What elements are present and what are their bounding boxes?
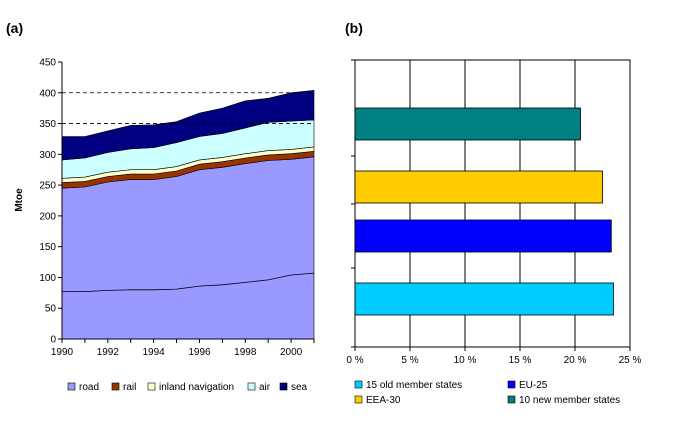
y-tick-label: 400: [39, 88, 56, 99]
legend-label-rail: rail: [123, 382, 136, 393]
legend-swatch-EU-25: [507, 380, 516, 389]
legend-swatch-sea: [279, 382, 288, 391]
legend-swatch-15-old-member-states: [354, 380, 363, 389]
bar-EU-25: [354, 219, 612, 253]
x-tick-label: 0 %: [346, 355, 363, 366]
y-tick-label: 450: [39, 58, 56, 69]
y-tick-label: 300: [39, 150, 56, 161]
y-tick-label: 50: [45, 304, 57, 315]
legend-label-sea: sea: [291, 382, 308, 393]
panel-a-y-axis-label: Mtoe: [14, 188, 25, 212]
bar-EEA-30: [354, 170, 603, 204]
y-tick-label: 250: [39, 181, 56, 192]
panel-b-horizontal-bar-chart: 0 % 5 % 10 % 15 % 20 % 25 % 15 old member stat…: [346, 59, 642, 406]
area-series-sea: [61, 89, 315, 161]
x-tick-label: 5 %: [401, 355, 418, 366]
panel-b-label: (b): [345, 20, 363, 36]
legend-label-10-new-member-states: 10 new member states: [519, 395, 620, 406]
x-tick-label: 20 %: [564, 355, 587, 366]
bar-15-old-member-states: [354, 282, 614, 316]
area-series-road: [61, 156, 315, 340]
y-tick-label: 0: [50, 335, 56, 346]
legend-swatch-air: [247, 382, 256, 391]
panel-a-label: (a): [6, 20, 23, 36]
legend-label-EU-25: EU-25: [519, 380, 548, 391]
legend-label-EEA-30: EEA-30: [366, 395, 401, 406]
legend-label-inland-navigation: inland navigation: [159, 382, 234, 393]
y-tick-label: 350: [39, 119, 56, 130]
legend-swatch-inland-navigation: [147, 382, 156, 391]
legend-swatch-road: [67, 382, 76, 391]
x-tick-label: 25 %: [619, 355, 642, 366]
x-tick-label: 2000: [280, 347, 303, 358]
y-tick-label: 100: [39, 273, 56, 284]
legend-swatch-10-new-member-states: [507, 395, 516, 404]
x-tick-label: 1994: [143, 347, 166, 358]
panel-a-stacked-area-chart: 0 50 100 150 200 250 300 350 400 450 1990 1992 1994 1…: [39, 58, 315, 393]
legend-label-air: air: [259, 382, 271, 393]
x-tick-label: 1998: [234, 347, 257, 358]
legend-swatch-rail: [111, 382, 120, 391]
legend-label-road: road: [79, 382, 99, 393]
y-tick-label: 150: [39, 242, 56, 253]
road-reference-line: [62, 272, 315, 292]
x-tick-label: 1992: [97, 347, 120, 358]
x-tick-label: 1990: [51, 347, 74, 358]
x-tick-label: 10 %: [454, 355, 477, 366]
legend-label-15-old-member-states: 15 old member states: [366, 380, 462, 391]
x-tick-label: 1996: [188, 347, 211, 358]
y-tick-label: 200: [39, 211, 56, 222]
x-tick-label: 15 %: [509, 355, 532, 366]
legend-swatch-EEA-30: [354, 395, 363, 404]
bar-10-new-member-states: [354, 107, 581, 141]
